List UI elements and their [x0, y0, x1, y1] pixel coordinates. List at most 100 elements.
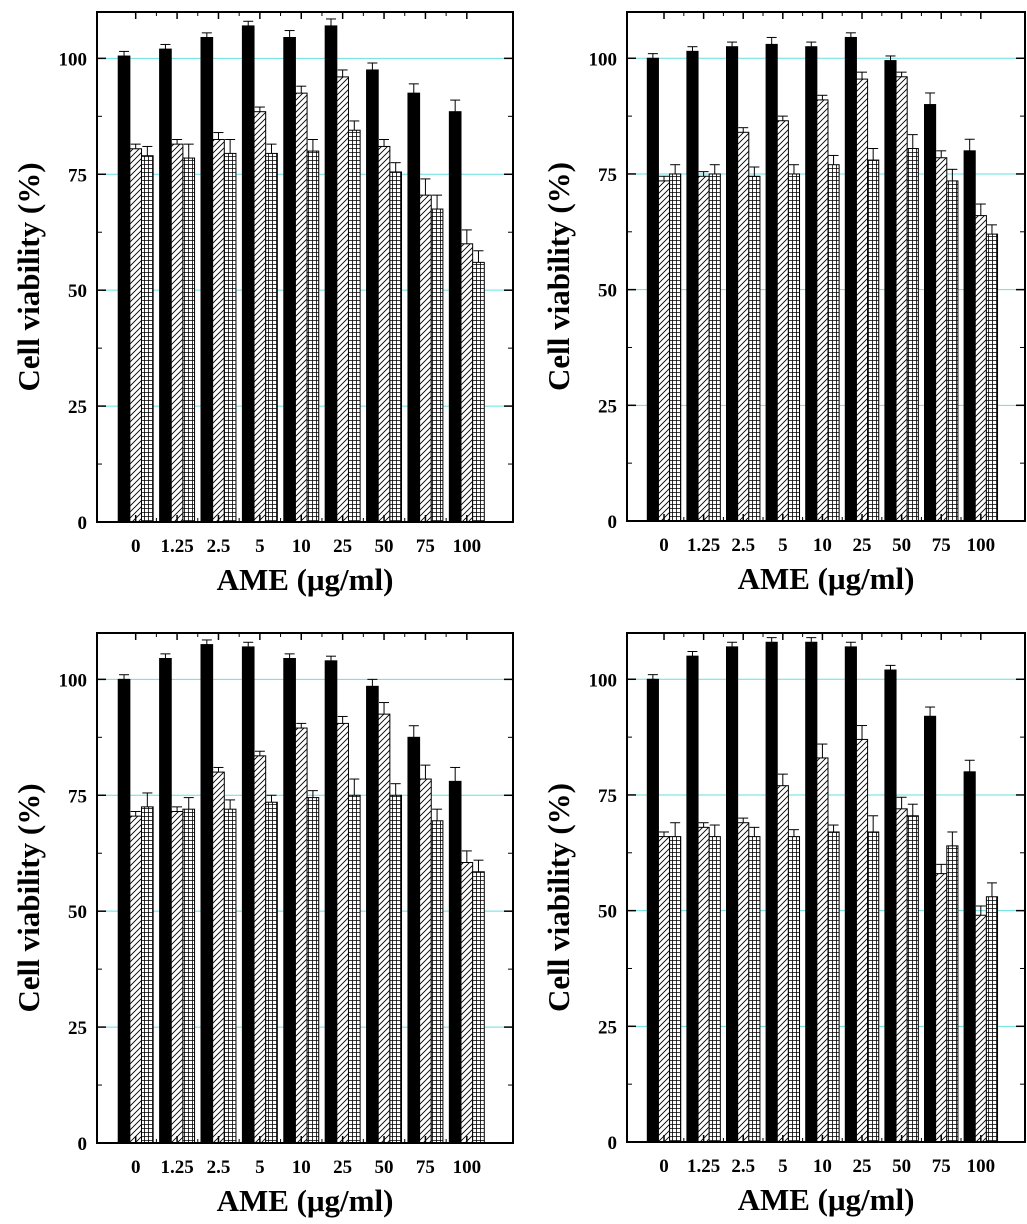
- bar-grid: [347, 129, 361, 523]
- bar-hatch: [129, 148, 143, 523]
- bar-solid: [963, 150, 976, 522]
- y-tick-label: 100: [589, 49, 618, 70]
- bar-solid: [686, 655, 699, 1143]
- y-tick-label: 50: [68, 281, 87, 302]
- bar-grid: [867, 159, 880, 522]
- bar-hatch: [294, 727, 308, 1144]
- y-tick-label: 0: [78, 1134, 88, 1155]
- bar-hatch: [657, 836, 671, 1143]
- bar-solid: [366, 685, 379, 1144]
- bar-grid: [472, 871, 485, 1144]
- bar-solid: [407, 736, 421, 1144]
- bar-grid: [748, 175, 761, 522]
- plot-frame: [96, 11, 514, 523]
- bar-solid: [241, 25, 255, 523]
- y-axis-title: Cell viability (%): [541, 783, 576, 1012]
- bar-solid: [448, 780, 462, 1144]
- chart-panel-1: 0 1.25 2.5 5 10 25 50 75 100 0 25 50 75 100 AME (μg/ml…: [11, 11, 514, 597]
- bar-grid: [430, 820, 444, 1144]
- bar-solid: [200, 644, 214, 1144]
- bar-grid: [827, 831, 840, 1143]
- plot-frame: [626, 11, 1026, 522]
- bar-grid: [708, 836, 721, 1143]
- x-tick-label: 25: [853, 535, 872, 556]
- x-tick-label: 75: [416, 536, 435, 557]
- x-tick-label: 100: [453, 536, 482, 557]
- bar-hatch: [170, 811, 184, 1144]
- bar-hatch: [737, 822, 750, 1143]
- bar-hatch: [895, 76, 908, 522]
- x-tick-label: 1.25: [160, 536, 193, 557]
- y-tick-label: 0: [78, 513, 88, 534]
- bar-hatch: [855, 738, 869, 1143]
- bar-solid: [686, 50, 699, 522]
- y-tick-label: 50: [598, 902, 617, 923]
- bar-hatch: [336, 76, 349, 523]
- bar-grid: [669, 836, 682, 1143]
- bar-grid: [787, 173, 801, 522]
- bar-solid: [924, 104, 937, 522]
- y-tick-label: 75: [598, 165, 617, 186]
- bar-solid: [805, 46, 818, 522]
- bar-grid: [389, 171, 403, 523]
- bar-grid: [985, 896, 999, 1143]
- bar-grid: [985, 233, 999, 522]
- x-tick-label: 2.5: [207, 1157, 231, 1178]
- bar-hatch: [377, 713, 391, 1144]
- bar-solid: [924, 715, 937, 1143]
- bar-hatch: [170, 143, 184, 523]
- bar-hatch: [776, 785, 789, 1143]
- x-axis-title: AME (μg/ml): [738, 1182, 915, 1217]
- bar-grid: [906, 148, 919, 522]
- bar-grid: [141, 155, 154, 523]
- bar-solid: [765, 43, 778, 522]
- bar-grid: [141, 806, 154, 1144]
- y-tick-label: 100: [589, 670, 618, 691]
- bar-solid: [884, 669, 897, 1143]
- y-tick-label: 75: [68, 786, 87, 807]
- y-tick-label: 75: [68, 165, 87, 186]
- bar-grid: [306, 150, 320, 523]
- bar-hatch: [935, 873, 948, 1143]
- x-tick-label: 0: [659, 535, 669, 556]
- x-tick-label: 50: [892, 535, 911, 556]
- bar-hatch: [212, 139, 225, 523]
- bar-solid: [117, 55, 131, 523]
- y-tick-label: 100: [59, 670, 88, 691]
- bar-grid: [946, 845, 959, 1143]
- x-tick-label: 5: [255, 1157, 265, 1178]
- bar-hatch: [419, 778, 432, 1144]
- bar-solid: [407, 92, 421, 523]
- y-tick-label: 25: [68, 397, 87, 418]
- x-tick-label: 1.25: [687, 535, 720, 556]
- bar-solid: [646, 57, 659, 522]
- bar-grid: [946, 180, 959, 522]
- bar-solid: [805, 641, 818, 1143]
- plot-frame: [626, 632, 1026, 1143]
- bar-hatch: [697, 826, 710, 1143]
- x-tick-label: 10: [292, 1157, 311, 1178]
- bar-grid: [223, 152, 237, 523]
- y-tick-label: 0: [608, 512, 618, 533]
- y-tick-label: 25: [598, 396, 617, 417]
- bar-solid: [159, 48, 172, 523]
- bar-grid: [787, 836, 801, 1143]
- y-tick-label: 75: [598, 786, 617, 807]
- x-tick-label: 25: [333, 1157, 352, 1178]
- x-axis-title: AME (μg/ml): [738, 561, 915, 596]
- bar-grid: [306, 797, 320, 1144]
- x-tick-label: 75: [416, 1157, 435, 1178]
- bar-grid: [182, 157, 196, 523]
- y-tick-label: 25: [68, 1018, 87, 1039]
- bar-solid: [765, 641, 778, 1143]
- bar-grid: [347, 794, 361, 1144]
- bar-grid: [708, 173, 721, 522]
- bar-grid: [906, 815, 919, 1143]
- y-tick-label: 100: [59, 49, 88, 70]
- y-tick-label: 50: [598, 281, 617, 302]
- x-tick-label: 2.5: [207, 536, 231, 557]
- bar-grid: [867, 831, 880, 1143]
- x-tick-label: 75: [932, 1156, 951, 1177]
- bar-solid: [448, 111, 462, 523]
